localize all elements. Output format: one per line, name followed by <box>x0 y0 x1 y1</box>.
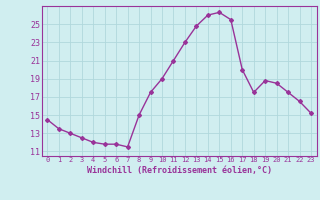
X-axis label: Windchill (Refroidissement éolien,°C): Windchill (Refroidissement éolien,°C) <box>87 166 272 175</box>
